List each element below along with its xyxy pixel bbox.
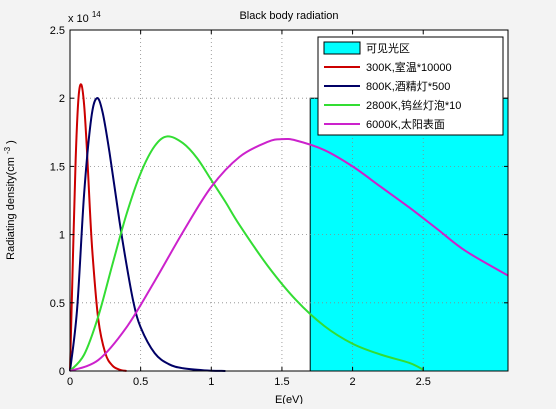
y-tick-label: 0 [59,366,65,378]
y-exponent-power: 14 [92,10,101,19]
legend-label-1: 300K,室温*10000 [366,60,452,74]
y-axis-label-sup: -3 [3,146,12,154]
x-tick-label: 1.5 [274,376,289,388]
x-tick-label: 2 [350,376,356,388]
series-line-3 [69,135,424,372]
y-exponent-prefix: x 10 [68,13,89,25]
chart-title: Black body radiation [239,10,338,22]
series-line-4 [69,137,509,372]
y-tick-label: 1.5 [50,161,65,173]
axes-box [69,29,509,372]
y-tick-label: 2.5 [50,25,65,37]
y-axis-label-text: Radiating density(cm [5,157,17,260]
legend-swatch-visible-region [323,41,361,55]
legend-label-4: 6000K,太阳表面 [366,117,445,131]
y-tick-label: 1 [59,230,65,242]
x-tick-label: 0 [67,376,73,388]
y-axis-label-close: ) [5,140,17,144]
y-tick-label: 2 [59,93,65,105]
visible-light-region [309,97,509,372]
y-axis-label: Radiating density(cm -3 ) [1,140,17,260]
legend-label-3: 2800K,钨丝灯泡*10 [366,98,461,112]
x-tick-label: 2.5 [416,376,431,388]
x-tick-label: 1 [208,376,214,388]
y-exponent-label: x 10 14 [68,10,101,25]
legend-label-2: 800K,酒精灯*500 [366,80,450,93]
x-tick-label: 0.5 [133,376,148,388]
legend-label-0: 可见光区 [366,41,410,55]
legend: 可见光区 300K,室温*10000 800K,酒精灯*500 2800K,钨丝灯泡*… [317,36,504,136]
y-tick-label: 0.5 [50,298,65,310]
x-axis-label: E(eV) [275,394,303,404]
